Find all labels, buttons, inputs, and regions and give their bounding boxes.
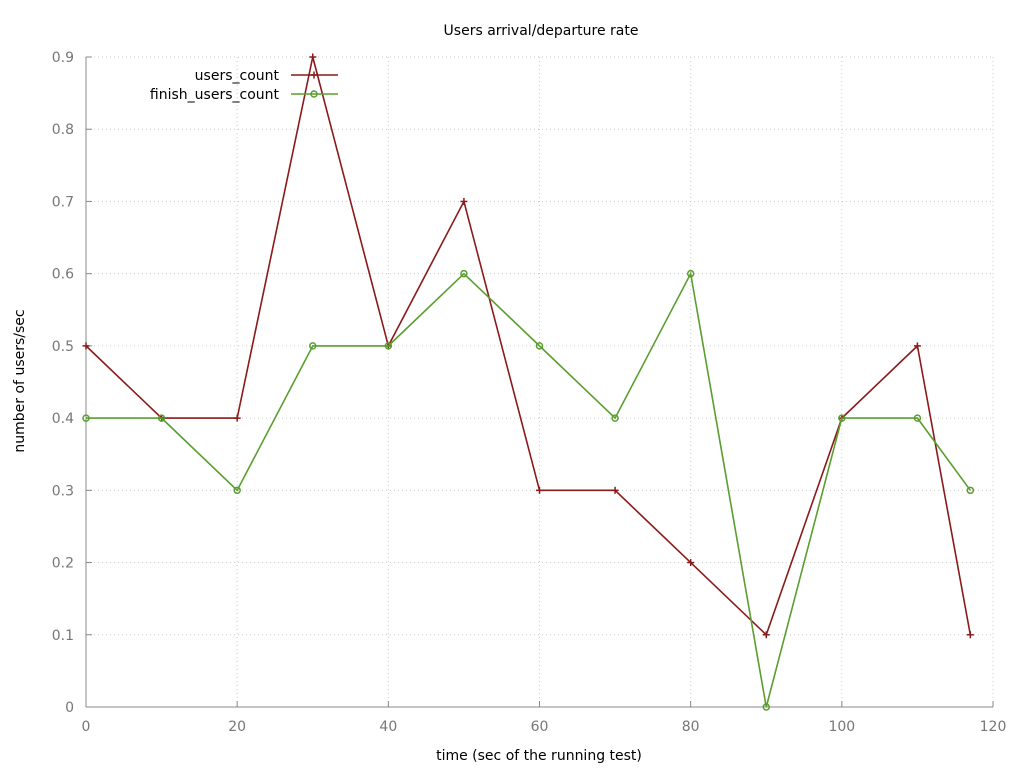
data-point-1-12 [966,486,975,495]
legend-label-0: users_count [195,68,280,84]
y-tick-label-4: 0.4 [52,411,74,427]
legend-marker-1 [310,90,318,98]
data-point-0-2 [233,414,241,422]
data-point-0-3 [309,53,317,61]
data-point-1-11 [913,414,922,422]
data-point-1-10 [838,414,846,422]
data-point-0-8 [687,559,695,567]
legend-marker-0 [310,71,318,79]
y-axis-label: number of users/sec [12,309,28,452]
data-point-0-5 [460,197,468,205]
series-line-1 [86,271,971,708]
data-point-0-0 [82,342,90,350]
data-point-1-7 [611,414,619,422]
y-tick-label-1: 0.1 [52,628,74,644]
y-tick-label-9: 0.9 [52,50,74,66]
tick-labels: 0 20 40 60 80 100 120 0 0.1 0.2 0.3 0.4 0.5 0.6 0.7 0.8… [52,50,1007,735]
series-lines [82,53,975,711]
data-point-1-3 [309,342,317,350]
series-users-count [82,53,974,639]
axes [85,56,994,708]
x-tick-label-4: 80 [682,719,700,735]
data-point-0-12 [966,631,974,639]
data-point-1-1 [157,414,166,422]
data-point-0-7 [611,486,619,494]
x-axis-label: time (sec of the running test) [436,748,642,764]
data-point-1-4 [384,342,393,350]
data-point-1-6 [535,342,544,350]
y-tick-label-0: 0 [65,700,74,716]
y-tick-label-6: 0.6 [52,267,74,283]
x-tick-label-1: 20 [228,719,246,735]
x-tick-label-3: 60 [531,719,549,735]
data-point-0-6 [536,486,543,494]
y-tick-label-2: 0.2 [52,556,74,572]
y-tick-label-3: 0.3 [52,483,74,499]
x-tick-label-5: 100 [828,719,855,735]
x-tick-label-0: 0 [82,719,91,735]
data-point-1-0 [82,414,90,422]
y-tick-label-5: 0.5 [52,339,74,355]
legend: users_count finish_users_count [150,68,338,103]
data-point-0-9 [762,631,770,639]
data-point-1-9 [762,703,770,711]
chart-title: Users arrival/departure rate [444,23,639,39]
y-tick-label-7: 0.7 [52,194,74,210]
data-point-1-5 [460,269,468,278]
legend-item-1: finish_users_count [150,87,338,103]
y-tick-label-8: 0.8 [52,122,74,138]
data-point-0-11 [913,342,921,350]
legend-item-0: users_count [195,68,338,84]
data-point-1-2 [233,486,241,495]
x-tick-label-6: 120 [980,719,1007,735]
series-finish-users-count [82,269,975,711]
grid [86,56,994,707]
x-tick-label-2: 40 [379,719,397,735]
legend-label-1: finish_users_count [150,87,280,103]
data-point-1-8 [686,269,695,278]
